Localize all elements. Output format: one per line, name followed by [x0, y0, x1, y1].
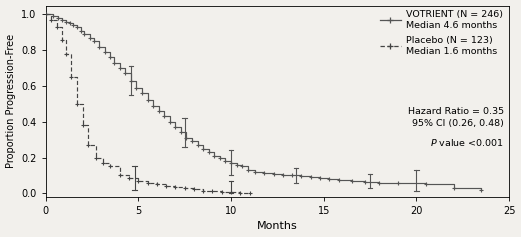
Legend: VOTRIENT (N = 246)
Median 4.6 months, Placebo (N = 123)
Median 1.6 months: VOTRIENT (N = 246) Median 4.6 months, Pl…: [378, 8, 504, 58]
Y-axis label: Proportion Progression-Free: Proportion Progression-Free: [6, 34, 16, 168]
Text: Hazard Ratio = 0.35
95% CI (0.26, 0.48): Hazard Ratio = 0.35 95% CI (0.26, 0.48): [407, 107, 504, 128]
X-axis label: Months: Months: [257, 221, 297, 232]
Text: $\mathit{P}$ value <0.001: $\mathit{P}$ value <0.001: [430, 137, 504, 148]
